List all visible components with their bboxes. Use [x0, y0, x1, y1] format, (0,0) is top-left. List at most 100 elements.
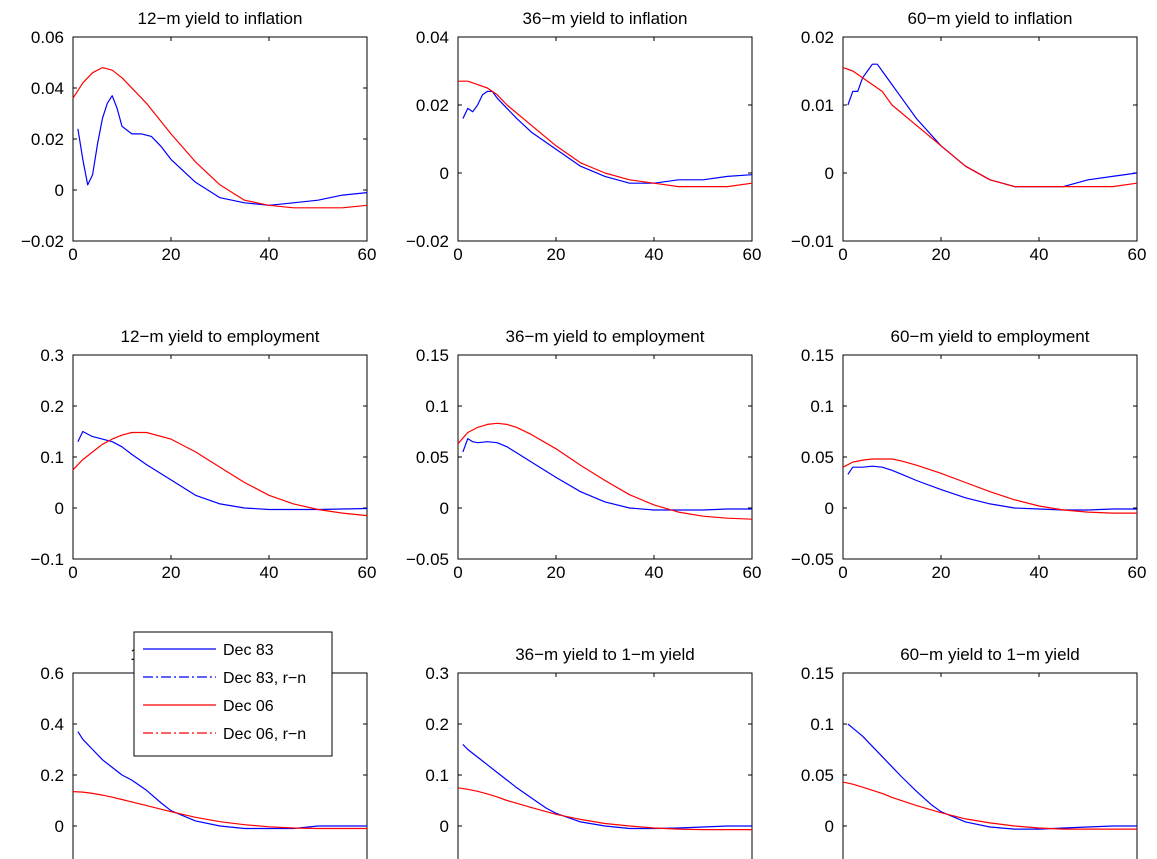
x-tick-label: 40 — [1030, 245, 1049, 264]
series-line-dec83rn — [463, 386, 752, 512]
y-tick-label: 0.02 — [416, 96, 449, 115]
y-tick-label: 0 — [825, 499, 834, 518]
y-tick-label: 0.2 — [40, 766, 64, 785]
series-line-dec06 — [72, 791, 367, 830]
axes-frame — [842, 36, 1138, 242]
x-tick-label: 60 — [743, 563, 762, 582]
y-tick-label: 0.4 — [40, 715, 64, 734]
y-tick-label: 0.1 — [810, 397, 834, 416]
series-line-dec06 — [458, 80, 753, 188]
y-tick-label: 0 — [55, 817, 64, 836]
y-tick-label: 0 — [825, 817, 834, 836]
panel-9: 60−m yield to 1−m yield0204060−0.0500.05… — [801, 645, 1138, 859]
series-line-dec06 — [72, 431, 368, 517]
panel-title: 60−m yield to employment — [891, 327, 1090, 346]
x-tick-label: 0 — [453, 245, 462, 264]
x-tick-label: 20 — [547, 245, 566, 264]
series-line-dec06rn — [458, 376, 752, 521]
series-line-dec06rn — [843, 424, 1137, 516]
y-tick-label: 0.15 — [801, 346, 834, 365]
y-tick-label: −0.05 — [791, 550, 834, 569]
x-tick-label: 40 — [645, 245, 664, 264]
y-tick-label: −0.01 — [791, 232, 834, 251]
legend-label: Dec 83, r−n — [223, 670, 306, 687]
x-tick-label: 20 — [162, 245, 181, 264]
axes-frame — [842, 354, 1138, 560]
y-tick-label: 0.05 — [801, 766, 834, 785]
series-line-dec06 — [457, 787, 752, 831]
y-tick-label: 0.15 — [416, 346, 449, 365]
series-line-dec06rn — [843, 762, 1137, 831]
y-tick-label: 0.02 — [31, 130, 64, 149]
series-line-dec83rn — [78, 401, 367, 510]
y-tick-label: 0.3 — [40, 346, 64, 365]
series-line-dec06rn — [73, 57, 367, 210]
x-tick-label: 0 — [838, 563, 847, 582]
series-line-dec06rn — [458, 770, 752, 830]
y-tick-label: 0.06 — [31, 28, 64, 47]
x-tick-label: 0 — [453, 563, 462, 582]
y-tick-label: 0.04 — [31, 79, 64, 98]
y-tick-label: 0.6 — [40, 664, 64, 683]
x-tick-label: 20 — [162, 563, 181, 582]
x-tick-label: 40 — [260, 563, 279, 582]
x-tick-label: 20 — [932, 563, 951, 582]
x-tick-label: 0 — [838, 245, 847, 264]
series-line-dec83 — [77, 430, 368, 511]
series-line-dec06 — [72, 66, 368, 209]
series-line-dec83 — [77, 95, 368, 206]
series-line-dec06rn — [73, 788, 367, 828]
panel-title: 36−m yield to employment — [506, 327, 705, 346]
series-line-dec06 — [842, 781, 1137, 830]
panel-title: 60−m yield to inflation — [908, 9, 1073, 28]
panel-8: 36−m yield to 1−m yield0204060−0.100.10.… — [425, 645, 753, 859]
panel-title: 12−m yield to employment — [121, 327, 320, 346]
y-tick-label: −0.05 — [406, 550, 449, 569]
x-tick-label: 60 — [358, 563, 377, 582]
series-line-dec06 — [842, 67, 1138, 188]
series-line-dec83 — [847, 465, 1137, 511]
x-tick-label: 40 — [1030, 563, 1049, 582]
series-line-dec06 — [457, 422, 753, 520]
y-tick-label: 0 — [825, 164, 834, 183]
panel-title: 12−m yield to inflation — [138, 9, 303, 28]
axes-frame — [842, 672, 1138, 859]
legend-label: Dec 06 — [223, 698, 274, 715]
series-line-dec06 — [842, 458, 1137, 514]
axes-frame — [457, 354, 753, 560]
y-tick-label: 0 — [55, 499, 64, 518]
x-tick-label: 40 — [645, 563, 664, 582]
series-line-dec83 — [847, 723, 1137, 830]
y-tick-label: 0.1 — [810, 715, 834, 734]
panel-title: 36−m yield to inflation — [523, 9, 688, 28]
x-tick-label: 60 — [1128, 563, 1147, 582]
x-tick-label: 20 — [932, 245, 951, 264]
y-tick-label: 0 — [440, 499, 449, 518]
series-line-dec83 — [462, 438, 752, 511]
panel-title: 36−m yield to 1−m yield — [515, 645, 695, 664]
series-line-dec83rn — [848, 437, 1137, 512]
y-tick-label: 0.1 — [425, 766, 449, 785]
y-tick-label: 0.01 — [801, 96, 834, 115]
y-tick-label: 0.2 — [40, 397, 64, 416]
panel-title: 60−m yield to 1−m yield — [900, 645, 1080, 664]
series-line-dec83rn — [78, 93, 367, 208]
y-tick-label: 0.1 — [425, 397, 449, 416]
legend-box — [133, 631, 333, 757]
y-tick-label: −0.1 — [30, 550, 64, 569]
y-tick-label: 0.2 — [425, 715, 449, 734]
x-tick-label: 60 — [743, 245, 762, 264]
legend-label: Dec 83 — [223, 642, 274, 659]
axes-frame — [72, 36, 368, 242]
series-line-dec83 — [462, 90, 753, 184]
x-tick-label: 0 — [68, 563, 77, 582]
axes-frame — [457, 36, 753, 242]
legend-label: Dec 06, r−n — [223, 726, 306, 743]
y-tick-label: 0.3 — [425, 664, 449, 683]
series-line-dec83 — [462, 743, 752, 830]
